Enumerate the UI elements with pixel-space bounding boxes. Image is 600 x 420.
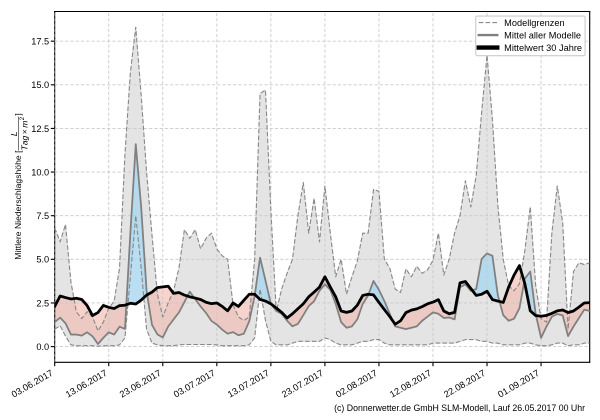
svg-text:2.5: 2.5: [36, 298, 49, 308]
svg-text:15.0: 15.0: [31, 80, 49, 90]
svg-text:5.0: 5.0: [36, 255, 49, 265]
svg-text:(c) Donnerwetter.de GmbH SLM-M: (c) Donnerwetter.de GmbH SLM-Modell, Lau…: [334, 403, 585, 413]
svg-text:12.5: 12.5: [31, 124, 49, 134]
svg-text:Mittelwert 30 Jahre: Mittelwert 30 Jahre: [504, 43, 582, 53]
svg-text:Mittel aller Modelle: Mittel aller Modelle: [504, 30, 581, 40]
svg-text:Modellgrenzen: Modellgrenzen: [504, 18, 564, 28]
svg-text:0.0: 0.0: [36, 342, 49, 352]
svg-text:10.0: 10.0: [31, 167, 49, 177]
svg-text:7.5: 7.5: [36, 211, 49, 221]
svg-text:M i t t: M i t t l e r e N i e d e r s c h l a g …: [1, 109, 31, 260]
svg-text:17.5: 17.5: [31, 37, 49, 47]
